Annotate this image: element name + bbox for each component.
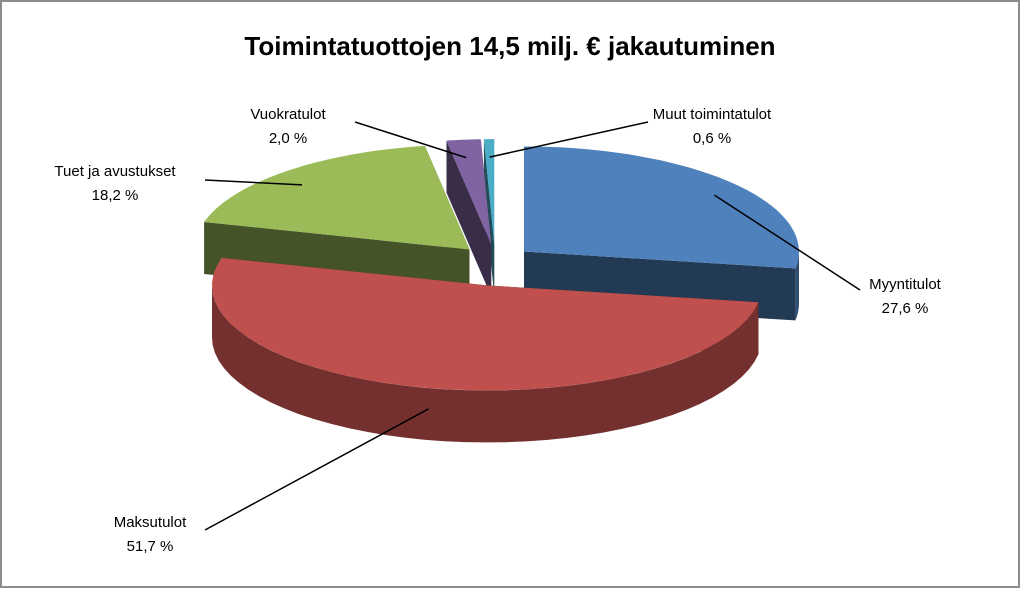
slice-wall xyxy=(795,251,799,321)
slice-side xyxy=(483,139,495,297)
data-label-name: Muut toimintatulot xyxy=(653,106,772,123)
data-label: 2,0 % xyxy=(269,130,307,147)
slice-wall xyxy=(212,285,759,443)
data-label: 18,2 % xyxy=(92,187,139,204)
slice xyxy=(483,139,495,245)
chart-title: Toimintatuottojen 14,5 milj. € jakautumi… xyxy=(244,31,775,61)
data-label: 51,7 % xyxy=(127,538,174,555)
slice xyxy=(446,139,492,297)
data-label-name: Vuokratulot xyxy=(250,106,326,123)
slice xyxy=(483,139,495,297)
slice xyxy=(524,146,799,269)
slice-side xyxy=(446,140,492,297)
leader-line xyxy=(204,179,303,186)
data-label-name: Myyntitulot xyxy=(869,276,942,293)
leader-line xyxy=(713,194,861,291)
leader-line xyxy=(204,408,430,531)
data-label-name: Tuet ja avustukset xyxy=(54,163,176,180)
data-label-name: Maksutulot xyxy=(114,514,187,531)
data-label: 27,6 % xyxy=(882,300,929,317)
slice xyxy=(212,257,759,443)
leader-line xyxy=(489,121,649,158)
data-label: 0,6 % xyxy=(693,130,731,147)
slice xyxy=(204,145,470,250)
slice xyxy=(446,139,492,245)
slice xyxy=(212,257,759,391)
leader-line xyxy=(354,121,467,159)
